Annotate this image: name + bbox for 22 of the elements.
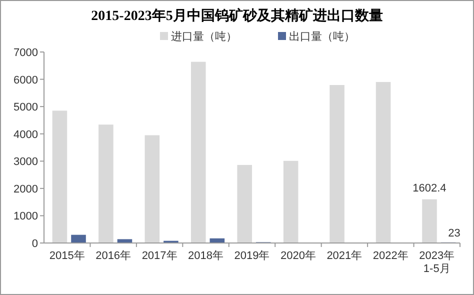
legend-label: 出口量（吨）	[289, 30, 355, 43]
y-tick-label: 6000	[14, 74, 38, 86]
x-tick-label: 2021年	[326, 250, 362, 262]
y-tick-label: 3000	[14, 156, 38, 168]
legend-label: 进口量（吨）	[171, 30, 237, 43]
x-tick-label: 2015年	[49, 250, 85, 262]
y-tick-label: 5000	[14, 102, 38, 114]
x-tick-label: 2022年	[372, 250, 408, 262]
data-label: 1602.4	[412, 182, 446, 194]
x-tick-label: 2018年	[188, 250, 224, 262]
x-tick-label: 2017年	[142, 250, 178, 262]
x-tick-label: 2019年	[234, 250, 270, 262]
data-label: 23	[448, 227, 460, 240]
y-tick-label: 2000	[14, 183, 38, 196]
y-tick-label: 4000	[14, 128, 38, 141]
y-tick-label: 0	[32, 238, 38, 250]
y-tick-label: 1000	[14, 210, 38, 223]
chart-title: 2015-2023年5月中国钨矿砂及其精矿进出口数量	[91, 7, 383, 24]
y-tick-label: 7000	[14, 47, 38, 59]
x-tick-label: 2023年 1-5月	[419, 250, 455, 275]
x-tick-label: 2016年	[96, 250, 132, 262]
x-tick-label: 2020年	[280, 250, 316, 262]
